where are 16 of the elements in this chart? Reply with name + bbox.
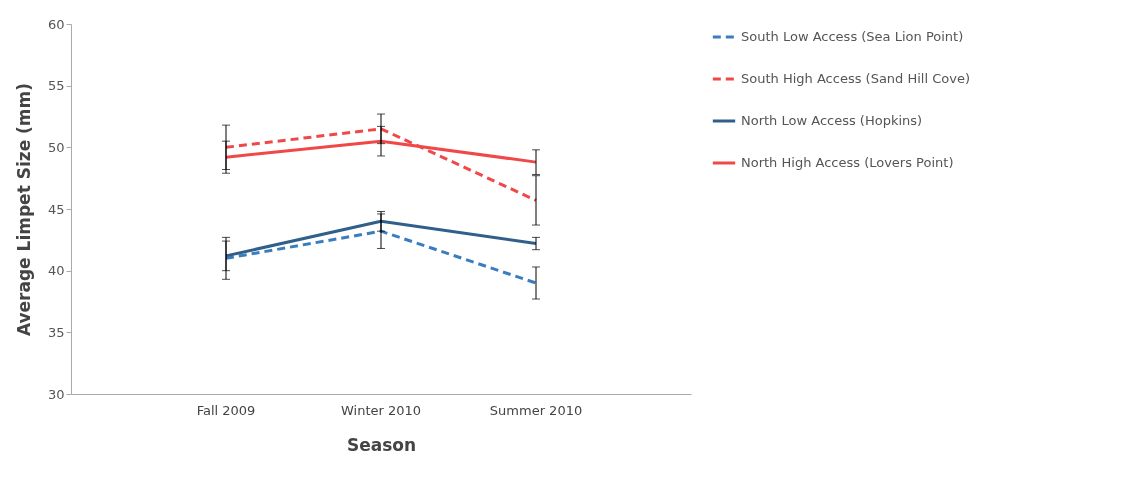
y-tick-label: 50 xyxy=(47,139,65,155)
x-tick-label: Winter 2010 xyxy=(340,402,422,418)
y-tick-label: 55 xyxy=(47,78,65,94)
y-axis-title: Average Limpet Size (mm) xyxy=(13,82,34,337)
y-tick-label: 35 xyxy=(47,324,65,340)
legend-label: North Low Access (Hopkins) xyxy=(741,113,923,128)
y-tick-label: 45 xyxy=(47,201,65,217)
y-tick-label: 30 xyxy=(47,386,65,402)
legend-label: South Low Access (Sea Lion Point) xyxy=(741,29,964,44)
y-tick-label: 60 xyxy=(47,16,65,32)
x-tick-label: Fall 2009 xyxy=(196,402,256,418)
y-tick-label: 40 xyxy=(47,263,65,279)
legend-label: North High Access (Lovers Point) xyxy=(741,155,954,170)
x-tick-label: Summer 2010 xyxy=(489,402,583,418)
legend-label: South High Access (Sand Hill Cove) xyxy=(741,71,971,86)
x-axis-title: Season xyxy=(346,434,417,455)
